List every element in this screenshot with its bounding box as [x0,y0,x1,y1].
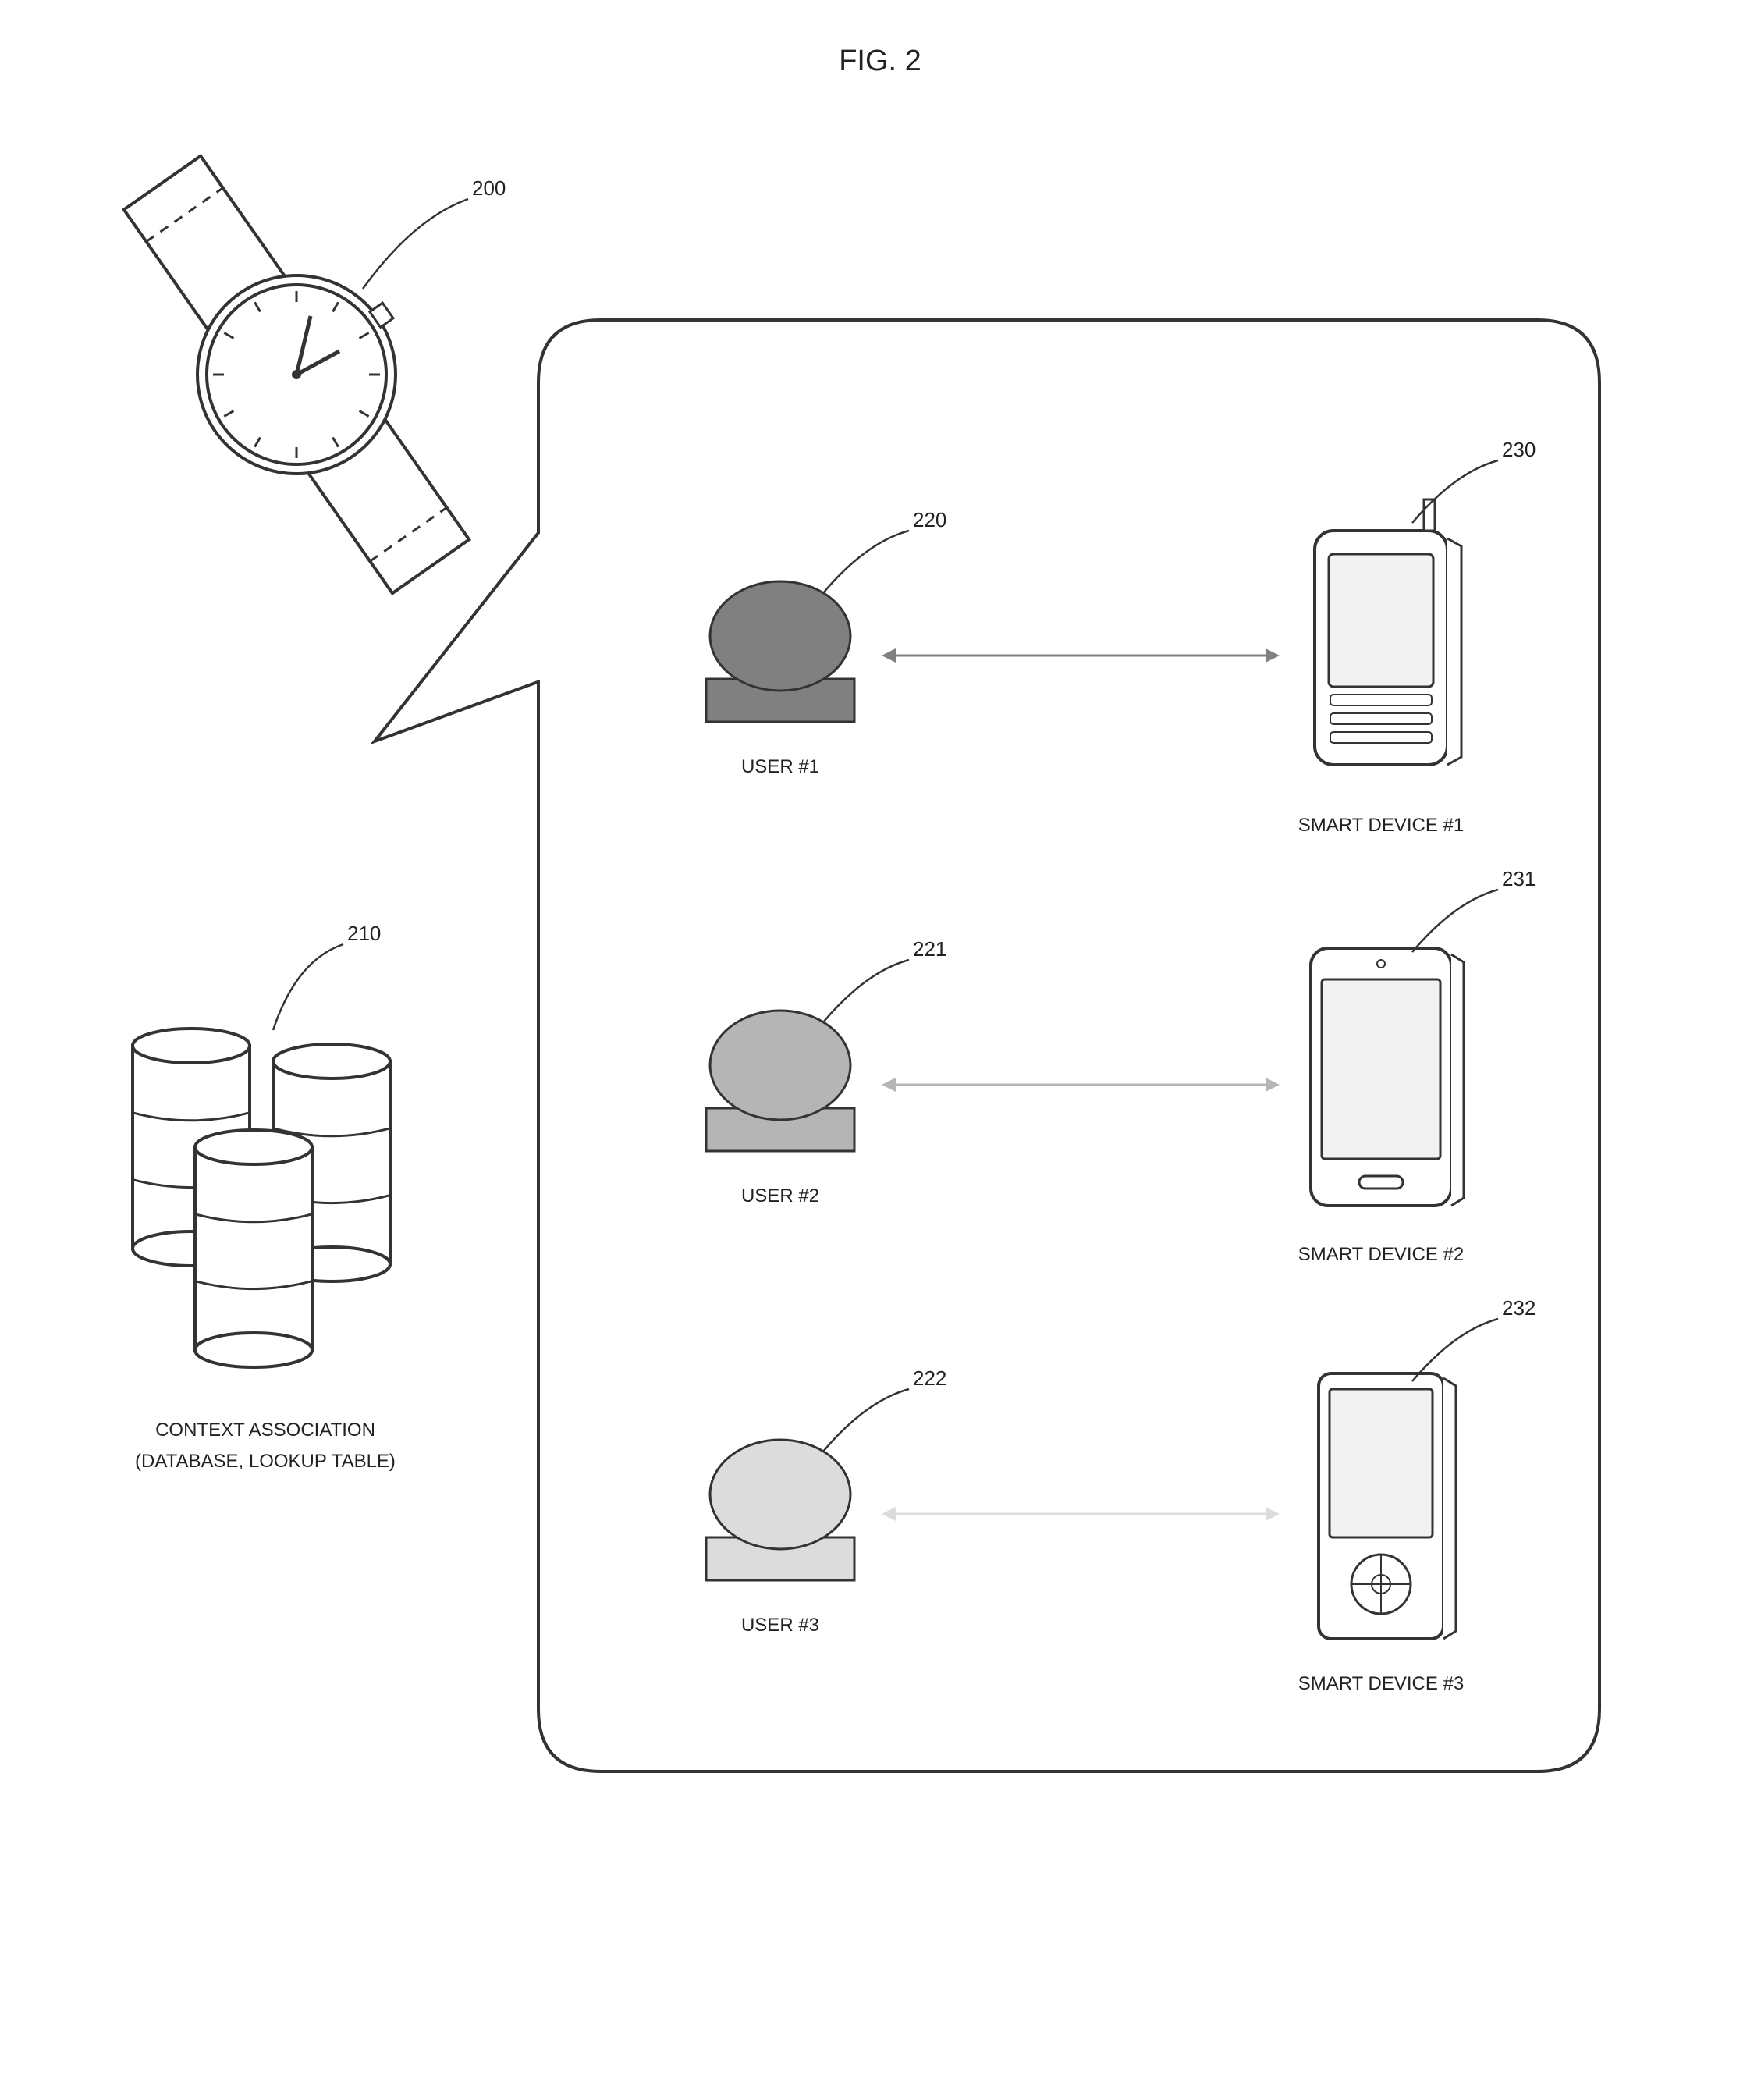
watch-icon: 200 [124,156,506,593]
database-caption-1: CONTEXT ASSOCIATION [155,1420,375,1441]
smart-device-2-ref: 231 [1502,867,1536,890]
figure-title: FIG. 2 [839,44,921,77]
user-2-ref: 221 [913,937,946,961]
user-3-ref: 222 [913,1366,946,1390]
figure-canvas: FIG. 2 200 210 CONTEXT ASSOCIATION (DATABASE… [0,0,1761,2100]
user-2-label: USER #2 [741,1185,819,1206]
smart-device-3-ref: 232 [1502,1296,1536,1320]
watch-ref: 200 [472,176,506,200]
user-1-label: USER #1 [741,756,819,777]
database-caption-2: (DATABASE, LOOKUP TABLE) [135,1451,396,1472]
database-icon: 210 CONTEXT ASSOCIATION (DATABASE, LOOKUP … [133,922,396,1472]
smart-device-1-label: SMART DEVICE #1 [1298,815,1465,836]
smart-device-1-ref: 230 [1502,438,1536,461]
smart-device-3-label: SMART DEVICE #3 [1298,1673,1465,1694]
user-3-label: USER #3 [741,1615,819,1636]
database-ref: 210 [347,922,381,945]
smart-device-2-label: SMART DEVICE #2 [1298,1244,1465,1265]
user-1-ref: 220 [913,508,946,531]
